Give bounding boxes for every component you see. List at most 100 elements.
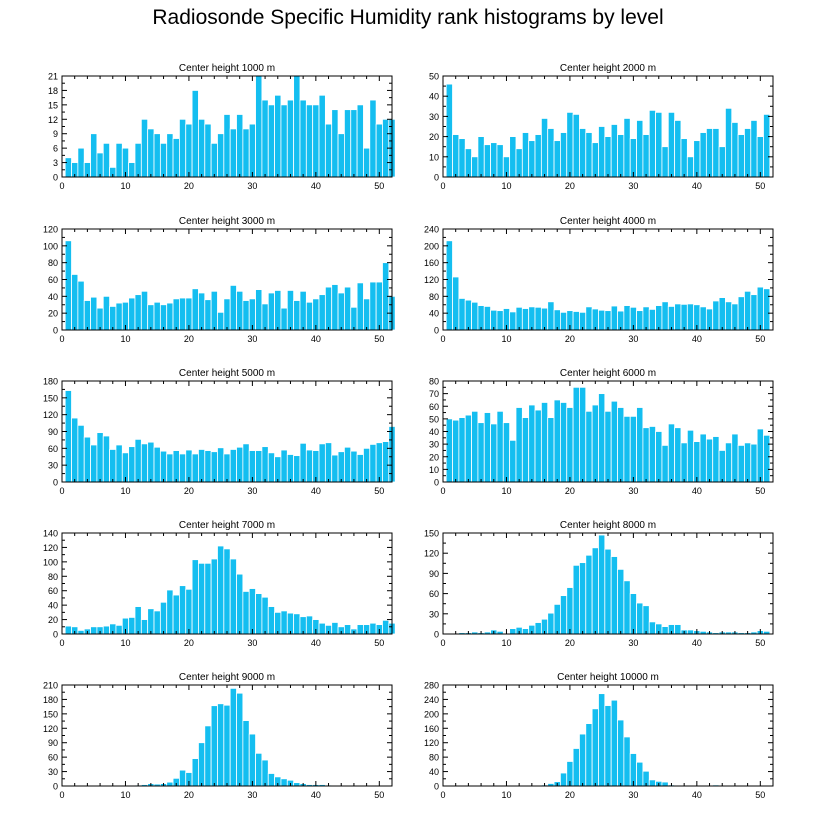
x-tick-label: 40 (311, 334, 321, 344)
histogram-bar (540, 118, 549, 178)
histogram-bar (280, 104, 288, 178)
histogram-bar (731, 433, 739, 483)
histogram-bar (286, 454, 295, 483)
histogram-bar (699, 433, 707, 483)
x-tick-label: 50 (374, 638, 384, 648)
y-tick-label: 40 (429, 92, 439, 102)
histogram-bar (680, 138, 688, 178)
histogram-bar (274, 290, 282, 331)
histogram-bar (350, 109, 358, 178)
x-tick-label: 30 (247, 181, 257, 191)
x-tick-label: 20 (184, 790, 194, 800)
histogram-bar (661, 444, 669, 483)
histogram-bar (223, 298, 231, 331)
histogram-bar (610, 556, 618, 635)
y-tick-label: 0 (53, 630, 58, 640)
panel-title: Center height 9000 m (179, 672, 275, 683)
histogram-bar (172, 594, 180, 635)
histogram-bar (572, 564, 580, 635)
histogram-bar (382, 619, 390, 635)
histogram-bar (147, 304, 155, 331)
histogram-bar (236, 692, 244, 787)
histogram-bar (623, 580, 631, 635)
histogram-bar (242, 300, 250, 331)
histogram-bar (64, 240, 72, 331)
histogram-bar (509, 311, 517, 331)
histogram-bar (356, 282, 364, 331)
histogram-bar (566, 407, 574, 483)
x-tick-label: 0 (59, 638, 64, 648)
histogram-bar (324, 442, 333, 483)
x-tick-label: 10 (120, 181, 130, 191)
histogram-bar (458, 417, 466, 483)
histogram-bar (515, 306, 523, 331)
histogram-bar (299, 290, 307, 331)
panel-title: Center height 1000 m (179, 63, 275, 74)
histogram-bar (509, 628, 517, 635)
y-tick-label: 21 (48, 72, 58, 82)
histogram-bar (712, 300, 720, 331)
y-tick-label: 20 (48, 309, 58, 319)
y-tick-label: 0 (434, 173, 439, 183)
histogram-bar (331, 454, 339, 483)
histogram-bar (198, 449, 206, 483)
histogram-bar (534, 134, 542, 178)
histogram-bar (737, 134, 745, 178)
histogram-bar (305, 615, 314, 635)
histogram-bar (737, 296, 745, 331)
x-tick-label: 40 (692, 181, 702, 191)
histogram-bar (598, 693, 606, 787)
histogram-bar (591, 142, 599, 178)
y-tick-label: 15 (48, 100, 58, 110)
histogram-bar (464, 299, 472, 331)
x-tick-label: 40 (692, 638, 702, 648)
histogram-bar (566, 111, 574, 178)
histogram-bar (134, 294, 142, 331)
y-tick-label: 30 (429, 609, 439, 619)
y-tick-label: 0 (53, 326, 58, 336)
histogram-bar (267, 104, 275, 178)
y-tick-label: 40 (429, 427, 439, 437)
histogram-bar (629, 138, 637, 178)
histogram-bar (172, 450, 180, 483)
histogram-bar (674, 624, 682, 635)
histogram-bar (763, 434, 771, 483)
histogram-bar (553, 309, 561, 331)
histogram-bar (623, 736, 631, 787)
y-tick-label: 0 (434, 478, 439, 488)
histogram-bar (477, 422, 485, 483)
histogram-bar (210, 451, 218, 483)
histogram-bar (661, 301, 669, 331)
histogram-bar (547, 128, 555, 178)
histogram-bar (528, 306, 536, 331)
histogram-bar (636, 602, 644, 635)
histogram-bar (375, 281, 383, 331)
histogram-bar (147, 441, 155, 483)
histogram-bar (261, 596, 269, 635)
histogram-bar (496, 410, 504, 483)
histogram-bar (217, 311, 225, 331)
histogram-bar (655, 305, 663, 331)
x-tick-label: 30 (628, 790, 638, 800)
histogram-bar (102, 142, 110, 178)
histogram-bar (572, 113, 580, 178)
histogram-bar (274, 611, 282, 635)
histogram-bar (286, 290, 295, 331)
histogram-bar (293, 300, 301, 331)
histogram-bar (515, 407, 523, 483)
histogram-bar (655, 111, 663, 178)
histogram-bar (96, 152, 104, 178)
histogram-bar (667, 306, 676, 331)
histogram-bar (464, 414, 472, 483)
histogram-bar (699, 132, 707, 178)
histogram-bar (509, 439, 517, 483)
histogram-bar (64, 157, 72, 178)
histogram-bar (636, 761, 644, 787)
histogram-bar (547, 612, 555, 635)
y-tick-label: 120 (43, 724, 58, 734)
histogram-bar (153, 446, 161, 483)
histogram-bar (255, 75, 263, 178)
histogram-bar (585, 410, 593, 483)
histogram-bar (331, 109, 339, 178)
y-tick-label: 100 (43, 557, 58, 567)
